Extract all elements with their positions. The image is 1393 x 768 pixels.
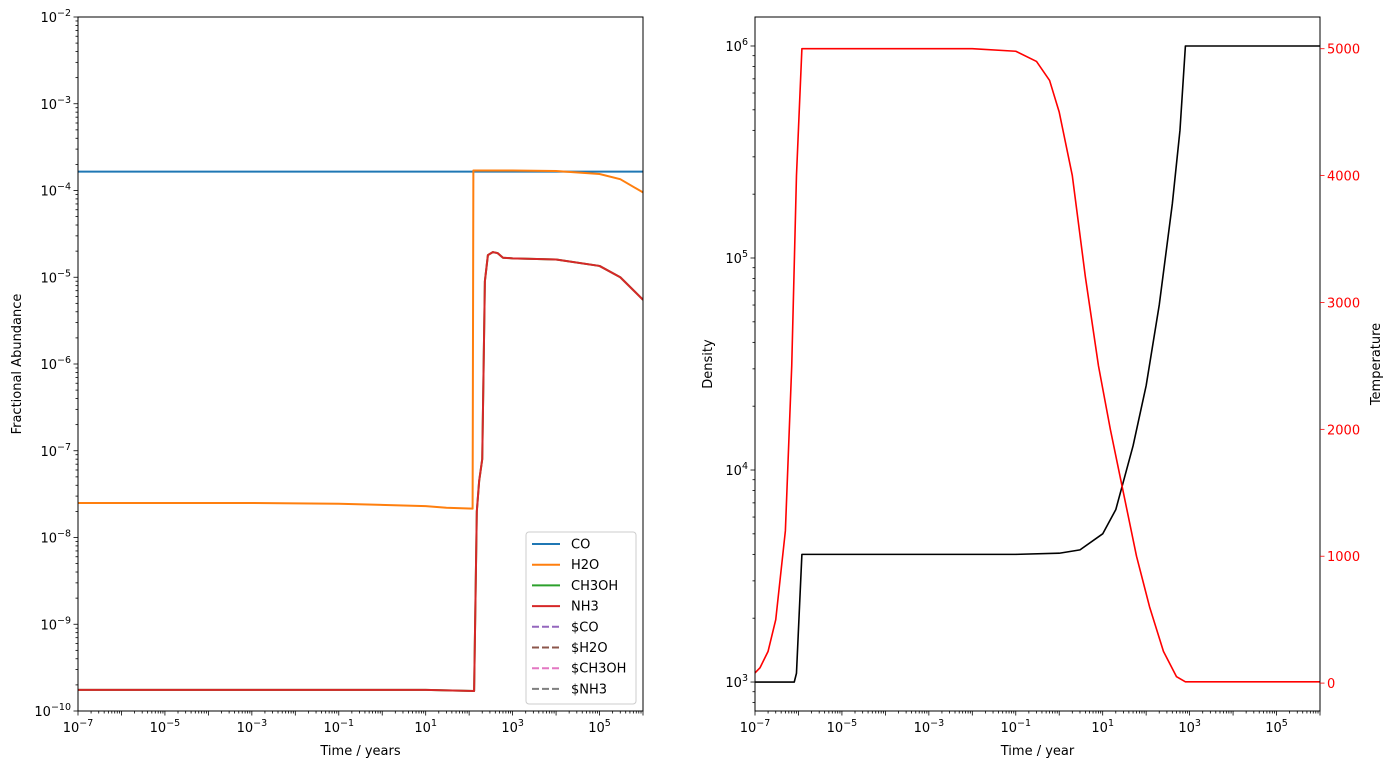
series-line-temperature — [755, 47, 1320, 683]
y-tick-label: 10−4 — [40, 182, 71, 200]
x-tick-label: 10−5 — [827, 718, 858, 736]
y-tick-label: 10−10 — [34, 702, 71, 720]
y-tick-label: 10−6 — [40, 355, 71, 373]
abundance-y-axis-label: Fractional Abundance — [10, 294, 25, 435]
density-x-ticks: 10−7 10−5 10−3 10−1 101 103 105 — [740, 711, 1321, 736]
y-tick-label: 103 — [725, 673, 748, 691]
abundance-legend: CO H2O CH3OH NH3 $CO $H2O $CH3OH $NH3 — [525, 531, 637, 705]
temperature-y-axis-label: Temperature — [1369, 323, 1384, 406]
x-tick-label: 10−7 — [740, 718, 771, 736]
abundance-y-ticks: 10−10 10−9 10−8 10−7 10−6 10−5 10−4 10−3 10−2 — [34, 8, 78, 720]
legend-label: H2O — [571, 558, 599, 573]
y-tick-label: 10−3 — [40, 95, 71, 113]
x-tick-label: 10−5 — [150, 718, 181, 736]
abundance-series-lines — [78, 169, 643, 693]
y2-tick-label: 3000 — [1327, 296, 1360, 311]
y-tick-label: 10−7 — [40, 442, 71, 460]
y2-tick-label: 1000 — [1327, 550, 1360, 565]
y-tick-label: 10−2 — [40, 8, 71, 26]
y-tick-label: 10−5 — [40, 268, 71, 286]
density-temperature-lines — [755, 45, 1320, 683]
legend-label: $CO — [571, 620, 599, 635]
legend-items: CO H2O CH3OH NH3 $CO $H2O $CH3OH $NH3 — [532, 538, 626, 697]
x-tick-label: 10−3 — [914, 718, 945, 736]
x-tick-label: 101 — [414, 718, 437, 736]
y-tick-label: 106 — [725, 37, 748, 55]
abundance-chart: 10−7 10−5 10−3 10−1 101 103 105 10−1010−910−81… — [10, 8, 644, 759]
legend-label: $CH3OH — [571, 662, 626, 677]
legend-label: $NH3 — [571, 682, 607, 697]
x-tick-label: 103 — [1178, 718, 1201, 736]
legend-frame — [525, 531, 637, 705]
y2-tick-label: 5000 — [1327, 43, 1360, 58]
y2-tick-label: 2000 — [1327, 423, 1360, 438]
x-tick-label: 101 — [1091, 718, 1114, 736]
x-tick-label: 10−3 — [237, 718, 268, 736]
density-y-ticks: 103 104 105 106 — [725, 37, 755, 703]
y-tick-label: 10−8 — [40, 529, 71, 547]
y2-tick-label: 4000 — [1327, 170, 1360, 185]
series-line-h2o — [78, 169, 643, 510]
x-tick-label: 10−1 — [1000, 718, 1031, 736]
abundance-x-axis-label: Time / years — [319, 744, 400, 759]
temperature-y-ticks: 0 1000 2000 3000 4000 5000 — [1320, 43, 1360, 692]
x-tick-label: 10−1 — [323, 718, 354, 736]
y2-tick-label: 0 — [1327, 677, 1335, 692]
density-plot-frame — [754, 16, 1321, 712]
y-tick-label: 104 — [725, 461, 748, 479]
x-tick-label: 105 — [588, 718, 611, 736]
density-temperature-chart: 10−7 10−5 10−3 10−1 101 103 105 103 104 105 106 0… — [701, 16, 1384, 759]
legend-label: $H2O — [571, 641, 608, 656]
legend-label: NH3 — [571, 600, 599, 615]
legend-label: CH3OH — [571, 579, 618, 594]
series-line-density — [755, 45, 1320, 683]
abundance-x-ticks: 10−7 10−5 10−3 10−1 101 103 105 — [63, 711, 644, 736]
x-tick-label: 105 — [1265, 718, 1288, 736]
x-tick-label: 103 — [501, 718, 524, 736]
x-tick-label: 10−7 — [63, 718, 94, 736]
series-line-nh3 — [78, 251, 643, 693]
density-y-axis-label: Density — [701, 339, 716, 389]
legend-label: CO — [571, 538, 590, 553]
y-tick-label: 105 — [725, 249, 748, 267]
y-tick-label: 10−9 — [40, 615, 71, 633]
density-x-axis-label: Time / year — [1000, 744, 1075, 759]
